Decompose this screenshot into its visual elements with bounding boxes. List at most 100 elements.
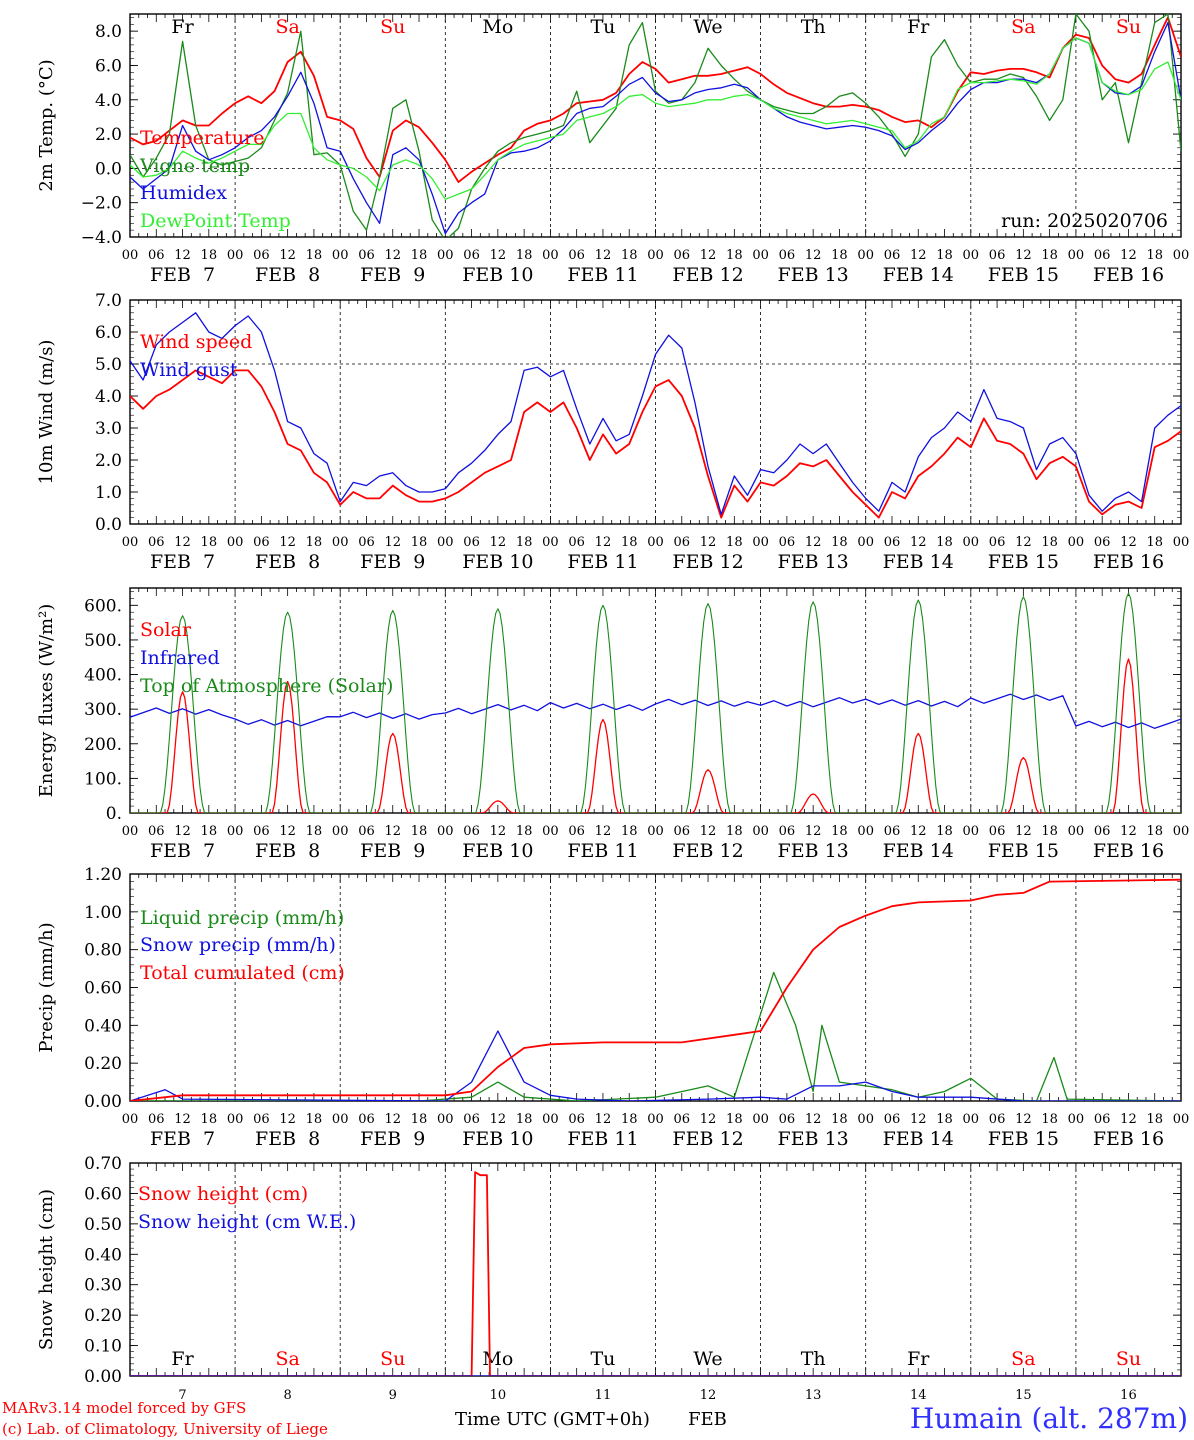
weekday-label: Su bbox=[380, 1348, 405, 1370]
day-date-label: FEB 15 bbox=[988, 1128, 1059, 1150]
y-tick-label: 4.0 bbox=[95, 91, 122, 111]
y-tick-label: 2.0 bbox=[95, 451, 122, 471]
series-line-wind-speed bbox=[130, 369, 1181, 519]
day-date-label: FEB 13 bbox=[778, 1128, 849, 1150]
hour-tick-label: 06 bbox=[674, 1112, 691, 1127]
day-number-label: 7 bbox=[178, 1388, 186, 1403]
day-date-label: FEB 11 bbox=[567, 264, 638, 286]
hour-tick-label: 18 bbox=[936, 1112, 953, 1127]
day-date-label: FEB 9 bbox=[360, 551, 425, 573]
day-date-label: FEB 12 bbox=[672, 840, 743, 862]
hour-tick-label: 06 bbox=[148, 248, 165, 263]
y-tick-label: 0. bbox=[106, 804, 122, 824]
y-tick-label: 0.60 bbox=[84, 1184, 122, 1204]
hour-tick-label: 06 bbox=[358, 1112, 375, 1127]
y-tick-label: 1.0 bbox=[95, 483, 122, 503]
day-date-label: FEB 11 bbox=[567, 840, 638, 862]
day-date-label: FEB 15 bbox=[988, 551, 1059, 573]
hour-tick-label: 06 bbox=[884, 535, 901, 550]
hour-tick-label: 00 bbox=[227, 248, 244, 263]
hour-tick-label: 06 bbox=[1094, 248, 1111, 263]
y-axis-label: 10m Wind (m/s) bbox=[36, 340, 57, 485]
hour-tick-label: 12 bbox=[910, 248, 927, 263]
weekday-label: Sa bbox=[275, 16, 299, 38]
day-date-label: FEB 8 bbox=[255, 264, 320, 286]
series-group bbox=[130, 1171, 1181, 1376]
hour-tick-label: 18 bbox=[201, 535, 218, 550]
hour-tick-label: 00 bbox=[122, 1112, 139, 1127]
hour-tick-label: 06 bbox=[779, 824, 796, 839]
day-date-label: FEB 10 bbox=[462, 840, 533, 862]
hour-tick-label: 12 bbox=[490, 824, 507, 839]
weekday-label: Mo bbox=[482, 16, 513, 38]
y-tick-label: 0.40 bbox=[84, 1245, 122, 1265]
day-date-label: FEB 14 bbox=[883, 264, 954, 286]
hour-tick-label: 18 bbox=[1146, 535, 1163, 550]
day-date-label: FEB 16 bbox=[1093, 1128, 1164, 1150]
hour-tick-label: 12 bbox=[384, 1112, 401, 1127]
y-tick-label: 100. bbox=[84, 769, 122, 789]
hour-tick-label: 06 bbox=[463, 248, 480, 263]
hour-tick-label: 00 bbox=[437, 248, 454, 263]
hour-tick-label: 00 bbox=[227, 824, 244, 839]
hour-tick-label: 12 bbox=[805, 535, 822, 550]
hour-tick-label: 18 bbox=[1041, 248, 1058, 263]
day-date-label: FEB 16 bbox=[1093, 264, 1164, 286]
y-tick-label: 0.20 bbox=[84, 1306, 122, 1326]
hour-tick-label: 12 bbox=[595, 535, 612, 550]
y-tick-label: 0.60 bbox=[84, 979, 122, 999]
day-date-label: FEB 7 bbox=[150, 551, 215, 573]
series-line-vigne-temp bbox=[130, 14, 1181, 237]
hour-tick-label: 18 bbox=[621, 824, 638, 839]
hour-tick-label: 12 bbox=[384, 535, 401, 550]
hour-tick-label: 12 bbox=[805, 248, 822, 263]
hour-tick-label: 06 bbox=[253, 824, 270, 839]
day-date-label: FEB 13 bbox=[778, 840, 849, 862]
y-tick-label: 5.0 bbox=[95, 355, 122, 375]
y-axis-label: Snow height (cm) bbox=[36, 1189, 57, 1350]
hour-tick-label: 00 bbox=[122, 535, 139, 550]
hour-tick-label: 00 bbox=[1173, 824, 1190, 839]
hour-tick-label: 06 bbox=[148, 1112, 165, 1127]
hour-tick-label: 00 bbox=[1068, 535, 1085, 550]
weekday-label: Fr bbox=[171, 1348, 194, 1370]
hour-tick-label: 00 bbox=[1173, 535, 1190, 550]
day-date-label: FEB 12 bbox=[672, 264, 743, 286]
day-date-label: FEB 16 bbox=[1093, 840, 1164, 862]
day-date-label: FEB 14 bbox=[883, 840, 954, 862]
day-date-label: FEB 10 bbox=[462, 264, 533, 286]
hour-tick-label: 00 bbox=[332, 248, 349, 263]
hour-tick-label: 00 bbox=[542, 248, 559, 263]
hour-tick-label: 18 bbox=[936, 248, 953, 263]
plot-frame bbox=[129, 299, 1182, 525]
hour-tick-label: 06 bbox=[253, 535, 270, 550]
y-axis-label: Energy fluxes (W/m²) bbox=[36, 604, 57, 798]
time-axis-label: Time UTC (GMT+0h) bbox=[455, 1409, 650, 1430]
hour-tick-label: 00 bbox=[437, 1112, 454, 1127]
hour-tick-label: 18 bbox=[516, 248, 533, 263]
weekday-label: Fr bbox=[171, 16, 194, 38]
hour-tick-label: 12 bbox=[700, 1112, 717, 1127]
day-date-label: FEB 16 bbox=[1093, 551, 1164, 573]
series-line-top-of-atmosphere-solar bbox=[130, 592, 1181, 813]
day-date-label: FEB 15 bbox=[988, 840, 1059, 862]
hour-tick-label: 12 bbox=[910, 1112, 927, 1127]
hour-tick-label: 06 bbox=[148, 824, 165, 839]
plot-frame bbox=[129, 587, 1182, 814]
y-tick-label: 200. bbox=[84, 735, 122, 755]
hour-tick-label: 18 bbox=[306, 535, 323, 550]
legend-entry: Wind gust bbox=[140, 359, 238, 381]
hour-tick-label: 18 bbox=[201, 824, 218, 839]
day-number-label: 13 bbox=[805, 1388, 822, 1403]
panels: −4.0 −2.0 0.0 2.0 4.0 6.0 8.0 2m Temp. (°C) 00 06… bbox=[36, 13, 1190, 1403]
hour-tick-label: 00 bbox=[963, 535, 980, 550]
hour-tick-label: 12 bbox=[910, 535, 927, 550]
weekday-label: Sa bbox=[1011, 16, 1035, 38]
hour-tick-label: 06 bbox=[779, 1112, 796, 1127]
series-line-total-cumulated-cm bbox=[130, 878, 1181, 1101]
hour-tick-label: 12 bbox=[595, 1112, 612, 1127]
hour-tick-label: 06 bbox=[884, 1112, 901, 1127]
day-number-label: 16 bbox=[1120, 1388, 1137, 1403]
legend-entry: Total cumulated (cm) bbox=[140, 962, 345, 984]
day-date-label: FEB 11 bbox=[567, 551, 638, 573]
